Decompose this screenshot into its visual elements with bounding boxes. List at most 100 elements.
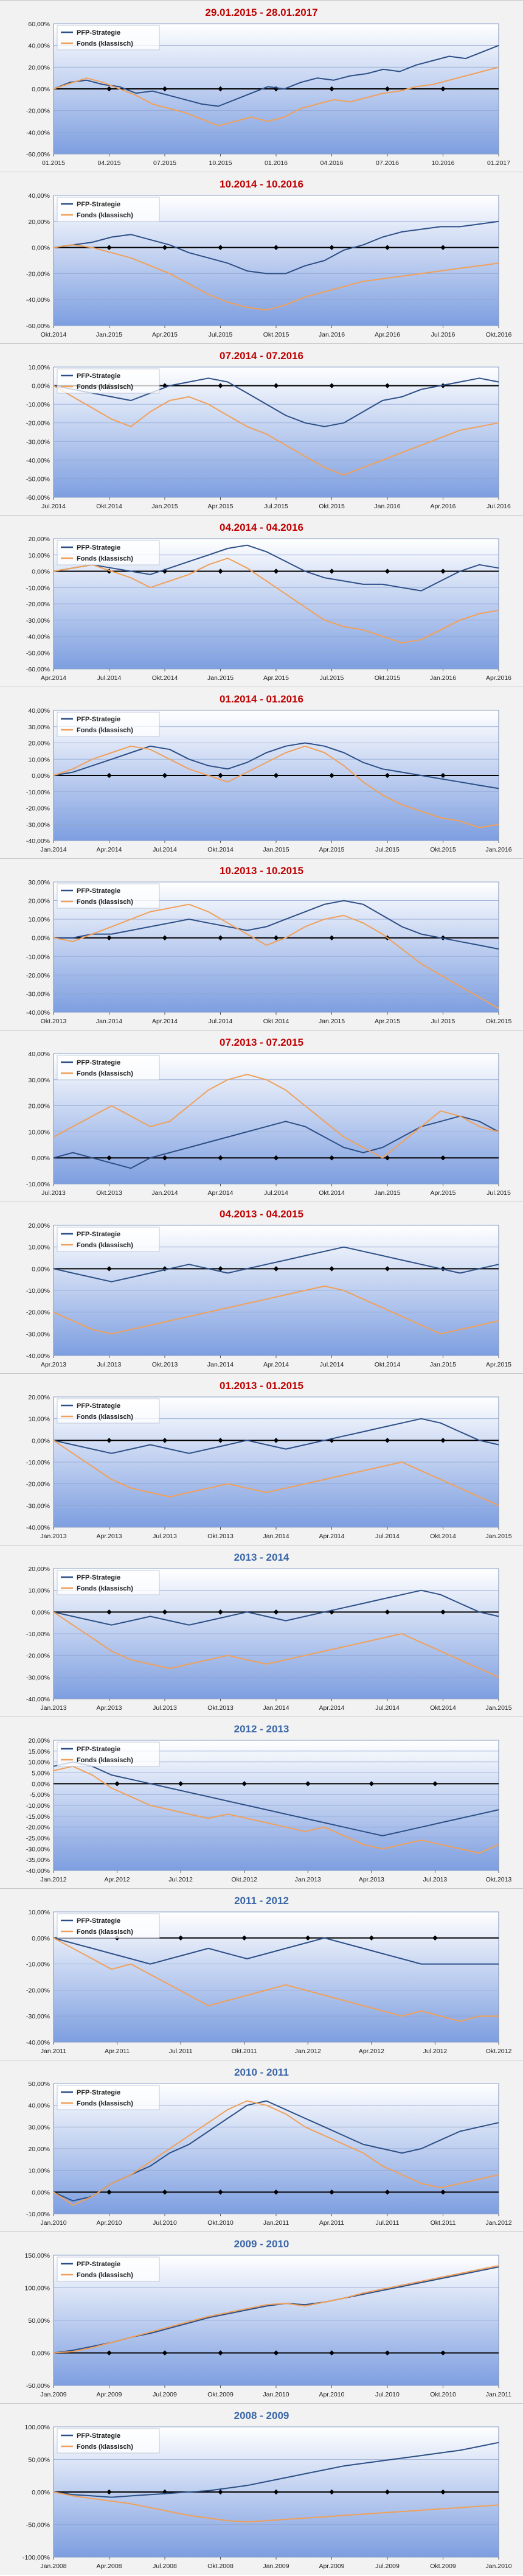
y-tick-label: -40,00%: [26, 1009, 50, 1017]
chart-svg: 2013 - 2014 20,00% 10,00% 0,00% -10,00% -20,0…: [26, 1552, 512, 1712]
baseline-marker: [384, 1155, 390, 1161]
x-tick-label: Jul.2014: [209, 1018, 233, 1025]
chart-title: 29.01.2015 - 28.01.2017: [205, 7, 317, 18]
y-tick-label: -10,00%: [26, 789, 50, 796]
series-line-strategy: [53, 1937, 499, 1965]
x-tick-label: Apr.2015: [152, 331, 178, 338]
chart-title: 2012 - 2013: [234, 1723, 289, 1735]
series-line-fund: [53, 1765, 499, 1854]
legend: PFP-Strategie Fonds (klassisch): [57, 883, 160, 909]
legend-label-strategy: PFP-Strategie: [77, 2089, 120, 2096]
y-tick-label: -10,00%: [26, 953, 50, 961]
chart-title: 2009 - 2010: [234, 2238, 289, 2250]
x-tick-label: Jan.2015: [263, 846, 289, 853]
legend-box: [57, 2085, 160, 2110]
y-tick-label: 30,00%: [28, 879, 50, 886]
chart-title: 04.2014 - 04.2016: [220, 522, 303, 533]
x-tick-label: Okt.2012: [231, 1876, 257, 1883]
x-tick-label: Okt.2014: [430, 1533, 456, 1540]
x-tick-label: Jan.2010: [485, 2563, 511, 2570]
x-tick-label: Jul.2015: [320, 674, 344, 682]
y-tick-label: 10,00%: [28, 2168, 50, 2175]
y-tick-label: 0,00%: [32, 2189, 50, 2196]
chart-svg: 07.2014 - 07.2016 10,00% 0,00% -10,00% -20,0…: [26, 350, 511, 510]
chart-svg: 07.2013 - 07.2015 40,00% 30,00% 20,00% 10,00…: [26, 1037, 511, 1197]
y-tick-label: 30,00%: [28, 2124, 50, 2131]
x-tick-label: Okt.2014: [319, 1189, 345, 1197]
x-tick-label: Apr.2014: [207, 1189, 233, 1197]
y-tick-label: -15,00%: [26, 1813, 50, 1821]
x-tick-label: Apr.2015: [207, 503, 233, 510]
legend-label-fund: Fonds (klassisch): [77, 1242, 133, 1249]
y-tick-label: -50,00%: [26, 475, 50, 483]
chart-panel: 04.2013 - 04.2015 20,00% 10,00% 0,00% -10,00…: [0, 1202, 523, 1373]
chart-panel: 04.2014 - 04.2016 20,00% 10,00% 0,00% -10,00…: [0, 515, 523, 687]
x-tick-label: Jan.2011: [41, 2048, 67, 2055]
y-tick-label: 20,00%: [28, 2146, 50, 2153]
baseline-marker: [218, 2489, 223, 2495]
y-tick-label: -40,00%: [26, 838, 50, 845]
y-tick-label: -30,00%: [26, 1331, 50, 1338]
y-tick-label: 0,00%: [32, 935, 50, 942]
x-tick-label: Okt.2016: [486, 331, 512, 338]
baseline-marker: [218, 772, 223, 779]
x-tick-label: Jan.2013: [295, 1876, 321, 1883]
y-tick-label: -20,00%: [26, 108, 50, 115]
y-tick-label: -30,00%: [26, 1674, 50, 1681]
x-tick-label: Okt.2015: [430, 846, 456, 853]
legend-label-strategy: PFP-Strategie: [77, 373, 120, 380]
y-tick-label: -40,00%: [26, 634, 50, 641]
chart-panel: 2013 - 2014 20,00% 10,00% 0,00% -10,00% -20,0…: [0, 1545, 523, 1717]
y-tick-label: 40,00%: [28, 43, 50, 50]
legend: PFP-Strategie Fonds (klassisch): [57, 368, 160, 394]
legend-box: [57, 1913, 160, 1939]
x-tick-label: Okt.2011: [232, 2048, 257, 2055]
baseline-marker: [273, 935, 279, 940]
y-tick-label: -5,00%: [30, 1791, 50, 1799]
baseline-marker: [106, 1155, 112, 1161]
legend-box: [57, 883, 160, 909]
chart-svg: 29.01.2015 - 28.01.2017 60,00% 40,00% 20,00…: [26, 7, 510, 167]
x-tick-label: Jan.2014: [263, 1533, 289, 1540]
x-tick-label: 04.2016: [320, 159, 344, 167]
y-tick-label: 0,00%: [32, 1265, 50, 1273]
baseline-marker: [162, 772, 168, 779]
series-line-strategy: [53, 377, 499, 427]
series-line-fund: [53, 2265, 499, 2354]
x-tick-label: Jul.2014: [264, 1189, 288, 1197]
plot-area: [53, 195, 499, 326]
x-tick-label: Apr.2014: [263, 1361, 289, 1368]
y-tick-label: 40,00%: [28, 707, 50, 715]
x-tick-label: Jan.2013: [40, 1704, 66, 1712]
y-tick-label: 50,00%: [28, 2457, 50, 2464]
x-tick-label: Apr.2016: [430, 503, 455, 510]
baseline-marker: [329, 935, 334, 940]
x-tick-label: Jan.2015: [207, 674, 234, 682]
baseline-marker: [218, 935, 223, 940]
legend-label-strategy: PFP-Strategie: [77, 716, 120, 723]
x-tick-label: Jan.2009: [40, 2391, 66, 2398]
x-tick-label: Jan.2014: [207, 1361, 234, 1368]
y-tick-label: -10,00%: [26, 1961, 50, 1969]
y-tick-label: 50,00%: [28, 2081, 50, 2088]
x-tick-label: Apr.2013: [41, 1361, 66, 1368]
series-line-strategy: [53, 2441, 499, 2498]
y-tick-label: -100,00%: [23, 2554, 50, 2561]
chart-title: 2011 - 2012: [234, 1895, 289, 1906]
x-tick-label: Jul.2008: [153, 2563, 177, 2570]
y-tick-label: -20,00%: [26, 1481, 50, 1488]
x-tick-label: Apr.2012: [359, 2048, 384, 2055]
y-tick-label: -30,00%: [26, 438, 50, 446]
y-tick-label: 0,00%: [32, 1935, 50, 1942]
series-line-fund: [53, 558, 499, 644]
x-tick-label: Apr.2015: [319, 846, 344, 853]
y-tick-label: -60,00%: [26, 323, 50, 330]
legend-box: [57, 712, 160, 737]
x-tick-label: Apr.2009: [96, 2391, 122, 2398]
y-tick-label: 0,00%: [32, 86, 50, 93]
chart-panel: 01.2013 - 01.2015 20,00% 10,00% 0,00% -10,00…: [0, 1373, 523, 1545]
x-tick-label: 04.2015: [98, 159, 121, 167]
chart-title: 04.2013 - 04.2015: [220, 1208, 303, 1220]
series-line-fund: [53, 244, 499, 311]
baseline-marker: [218, 2350, 223, 2356]
